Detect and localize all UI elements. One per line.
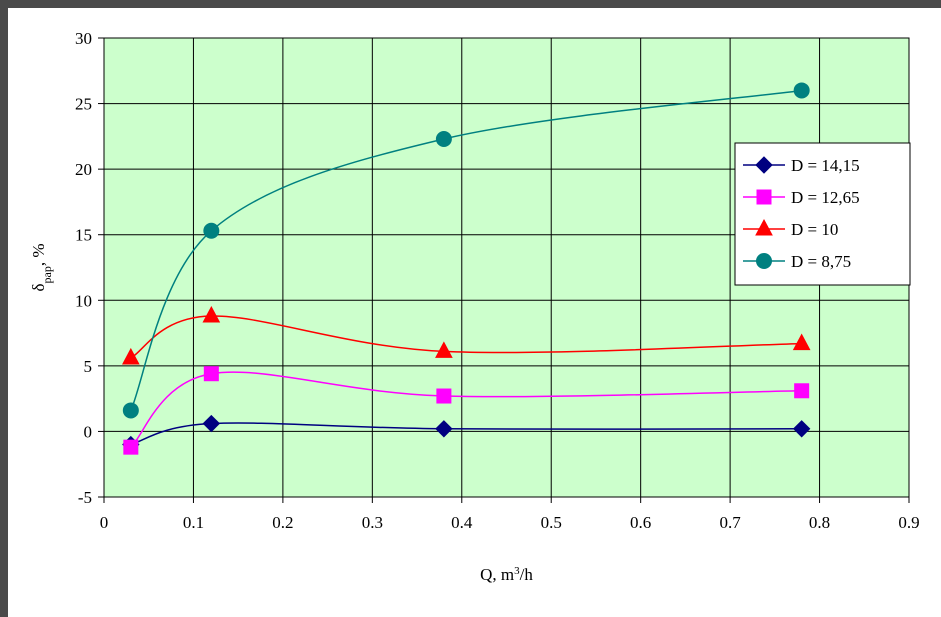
- data-point: [435, 420, 453, 438]
- legend-entry: D = 10: [791, 220, 838, 239]
- legend-swatch-marker: [755, 218, 773, 236]
- series-4: [122, 82, 810, 419]
- data-point: [793, 82, 810, 99]
- x-tick-label: 0.2: [272, 513, 293, 532]
- legend-entry: D = 8,75: [791, 252, 851, 271]
- x-tick-label: 0: [100, 513, 109, 532]
- data-point: [792, 420, 811, 438]
- series-line: [130, 89, 802, 411]
- y-tick-label: 30: [75, 29, 92, 48]
- x-tick-label: 0.7: [719, 513, 741, 532]
- x-axis-label: Q, m3/h: [480, 565, 533, 584]
- series-line: [130, 315, 802, 359]
- data-point: [122, 347, 140, 365]
- legend-swatch-marker: [755, 156, 773, 174]
- y-tick-label: 5: [84, 357, 93, 376]
- x-tick-label: 0.1: [183, 513, 204, 532]
- line-chart: 0 0.1 0.2 0.3 0.4 0.5 0.6 0.7 0.8 0.9 -5 0 5 10 15 20 25…: [29, 29, 920, 584]
- y-tick-label: 15: [75, 226, 92, 245]
- data-point: [202, 305, 221, 323]
- y-tick-label: 10: [75, 291, 92, 310]
- data-point: [203, 222, 220, 239]
- x-tick-label: 0.6: [630, 513, 651, 532]
- series-line: [130, 371, 802, 448]
- data-point: [202, 414, 221, 433]
- y-tick-label: 0: [84, 422, 93, 441]
- x-tick-label: 0.4: [451, 513, 473, 532]
- y-tick-label: 25: [75, 95, 92, 114]
- series-2: [123, 366, 810, 455]
- x-tick-label: 0.9: [898, 513, 919, 532]
- y-tick-label: -5: [78, 488, 92, 507]
- series-line: [130, 422, 802, 446]
- legend-swatch-marker: [756, 189, 772, 205]
- y-tick-label: 20: [75, 160, 92, 179]
- y-axis-label: δpap, %: [29, 243, 54, 291]
- chart-frame: 0 0.1 0.2 0.3 0.4 0.5 0.6 0.7 0.8 0.9 -5 0 5 10 15 20 25…: [8, 8, 941, 617]
- data-point: [123, 439, 139, 455]
- x-tick-label: 0.3: [362, 513, 383, 532]
- data-point: [792, 333, 811, 351]
- data-point: [435, 130, 452, 147]
- data-point: [794, 383, 810, 399]
- series-3: [122, 305, 811, 365]
- x-tick-label: 0.5: [541, 513, 562, 532]
- data-point: [203, 366, 219, 382]
- legend-swatch-marker: [756, 253, 772, 269]
- legend-entry: D = 12,65: [791, 188, 860, 207]
- data-point: [435, 341, 453, 358]
- x-tick-label: 0.8: [809, 513, 830, 532]
- legend-entry: D = 14,15: [791, 156, 860, 175]
- data-point: [122, 402, 139, 419]
- data-point: [436, 388, 452, 404]
